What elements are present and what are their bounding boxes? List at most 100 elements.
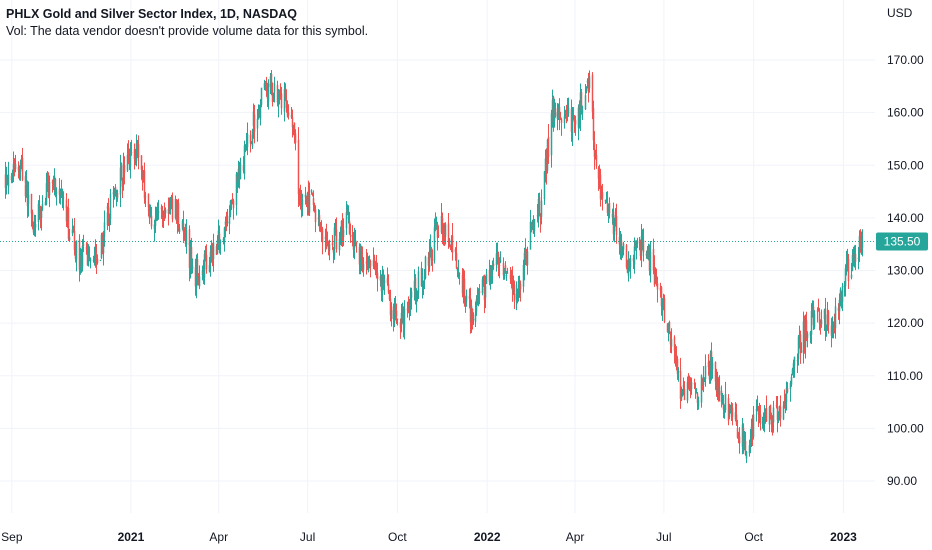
candle-body: [372, 259, 375, 267]
candle-body: [67, 207, 70, 239]
candle-body: [762, 424, 765, 430]
candle-body: [305, 197, 308, 201]
candle-body: [403, 308, 406, 328]
candle-body: [198, 276, 201, 287]
candle-body: [203, 254, 206, 278]
candle-body: [837, 307, 840, 311]
candle-body: [142, 171, 145, 178]
candle-body: [48, 182, 51, 196]
candle-body: [768, 406, 771, 425]
candle-body: [75, 240, 78, 260]
price-axis[interactable]: 170.00 160.00 150.00 140.00 130.00 120.00 110.…: [887, 53, 924, 488]
candle-body: [137, 144, 140, 158]
candle-body: [529, 221, 532, 250]
candle-body: [334, 230, 337, 232]
time-axis[interactable]: Sep 2021 Apr Jul Oct 2022 Apr Jul Oct 2023: [1, 530, 857, 544]
candle-body: [188, 242, 191, 269]
candle-body: [374, 266, 377, 271]
candle-body: [217, 230, 220, 242]
candle-body: [847, 259, 850, 281]
candle-body: [483, 281, 486, 301]
candle-body: [304, 194, 307, 198]
y-tick-label: 120.00: [887, 316, 924, 330]
candle-body: [633, 246, 636, 265]
candle-body: [196, 259, 199, 277]
candle-body: [409, 295, 412, 304]
symbol-title[interactable]: PHLX Gold and Silver Sector Index, 1D, N…: [6, 7, 298, 21]
candle-body: [635, 240, 638, 248]
candle-body: [850, 274, 853, 278]
candle-body: [505, 274, 508, 276]
candle-body: [748, 445, 751, 454]
candle-body: [327, 243, 330, 249]
candle-body: [129, 154, 132, 167]
candle-body: [161, 212, 164, 219]
candle-body: [572, 119, 575, 121]
candle-body: [11, 178, 14, 182]
candle-body: [167, 208, 170, 214]
candle-body: [588, 76, 591, 89]
candle-body: [488, 269, 491, 282]
candle-body: [26, 181, 29, 206]
candle-body: [769, 404, 772, 419]
candle-body: [551, 99, 554, 116]
candle-body: [612, 211, 615, 235]
candle-body: [143, 170, 146, 199]
candle-body: [786, 388, 789, 393]
candle-body: [237, 168, 240, 182]
candle-body: [607, 203, 610, 212]
candle-body: [634, 242, 637, 248]
candle-body: [641, 238, 644, 240]
candle-body: [638, 242, 641, 244]
candle-body: [4, 174, 7, 188]
candle-body: [723, 409, 726, 411]
candle-body: [169, 201, 172, 208]
candle-body: [565, 110, 568, 115]
candle-body: [729, 406, 732, 408]
candle-body: [348, 220, 351, 234]
candle-body: [824, 308, 827, 329]
candle-body: [306, 192, 309, 204]
candle-body: [502, 263, 505, 276]
candle-body: [290, 114, 293, 118]
candle-body: [228, 215, 231, 225]
candle-body: [709, 352, 712, 376]
candle-body: [679, 370, 682, 399]
candle-body: [74, 249, 77, 259]
candle-body: [645, 253, 648, 256]
last-price-tag-bg: [876, 232, 928, 251]
candle-body: [226, 221, 229, 223]
candle-body: [201, 270, 204, 276]
candle-body: [741, 424, 744, 447]
candle-body: [155, 212, 158, 219]
candle-body: [789, 382, 792, 390]
candle-body: [239, 163, 242, 180]
candle-body: [313, 204, 316, 207]
candle-body: [188, 229, 191, 246]
candle-body: [592, 108, 595, 141]
candle-body: [826, 314, 829, 330]
candle-body: [759, 414, 762, 425]
candle-body: [225, 217, 228, 222]
candle-body: [417, 271, 420, 293]
candle-body: [524, 249, 527, 259]
candle-body: [545, 154, 548, 173]
candle-body: [312, 198, 315, 205]
candle-body: [321, 228, 324, 243]
candle-body: [325, 234, 328, 243]
candle-body: [264, 82, 267, 84]
candle-body: [230, 201, 233, 204]
candle-body: [13, 160, 16, 173]
candle-body: [764, 411, 767, 417]
candle-body: [852, 253, 855, 258]
candle-body: [148, 212, 151, 219]
candle-body: [853, 252, 856, 258]
candle-body: [714, 361, 717, 382]
candle-body: [345, 212, 348, 229]
candle-body: [293, 122, 296, 133]
candle-body: [457, 271, 460, 273]
candle-body: [433, 227, 436, 261]
candle-body: [477, 290, 480, 306]
candle-body: [34, 223, 37, 228]
